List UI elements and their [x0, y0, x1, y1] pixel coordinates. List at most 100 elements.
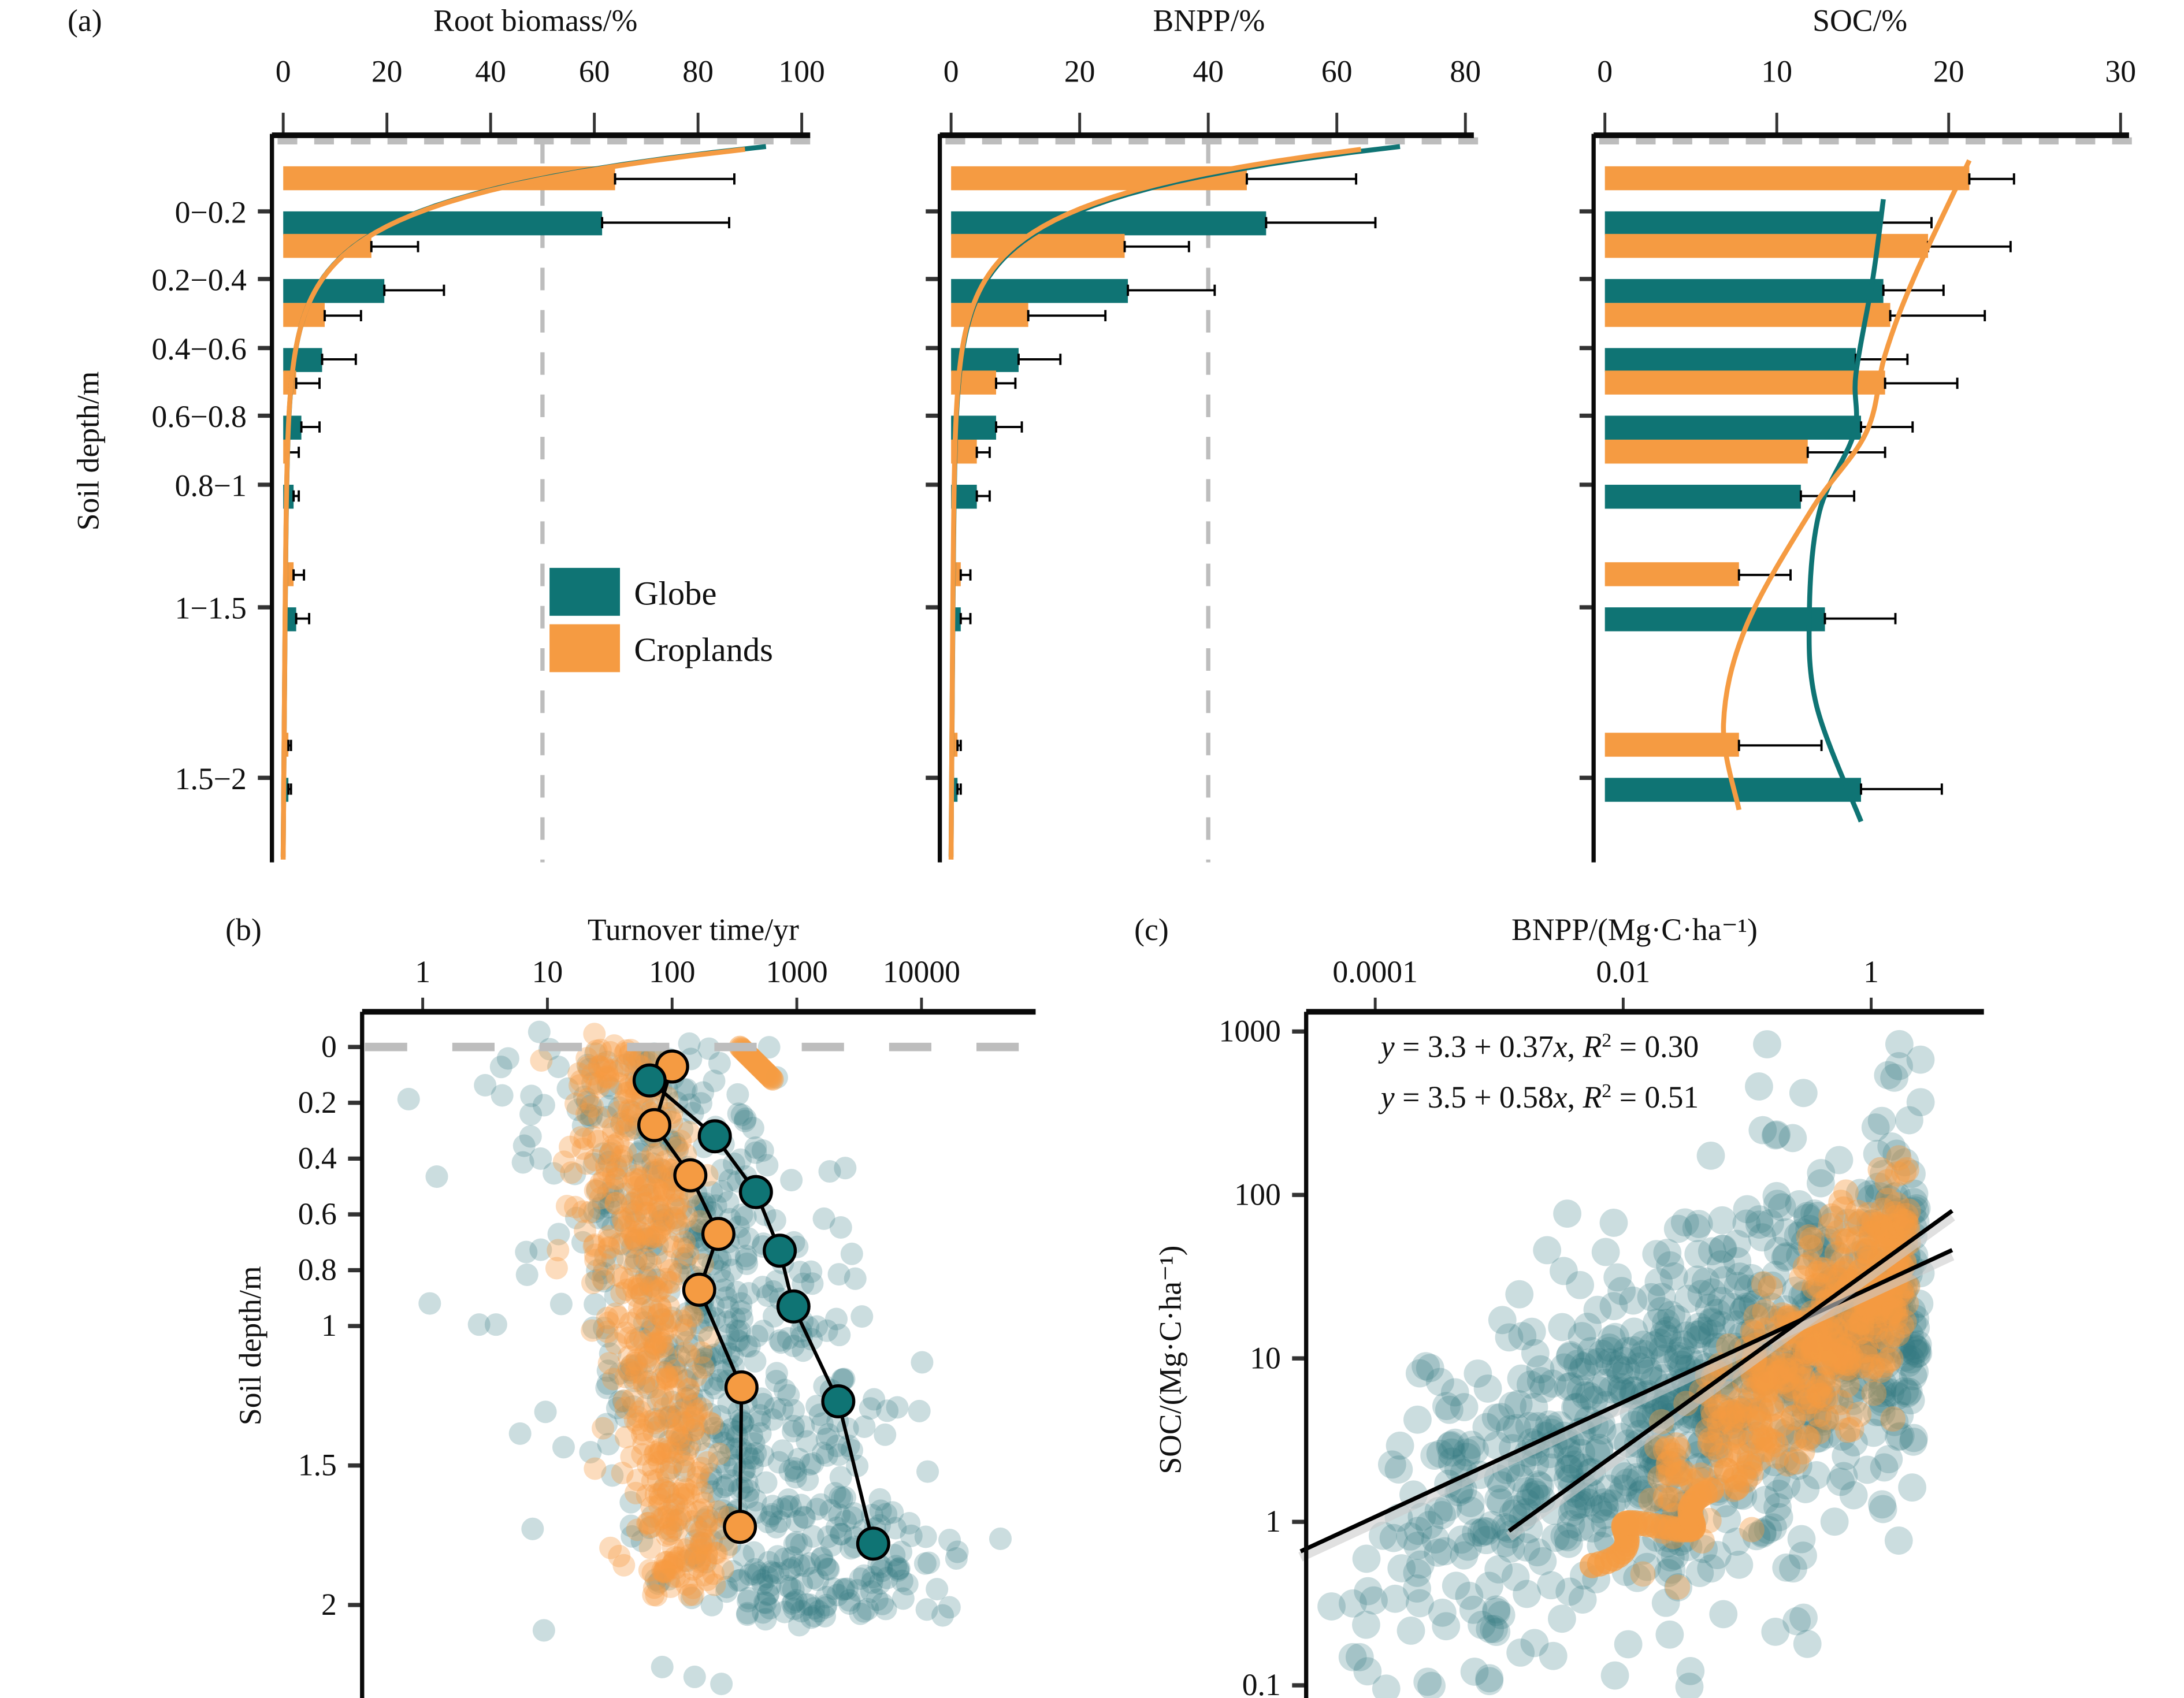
globe-observation: [1708, 1206, 1737, 1235]
globe-observation: [601, 1247, 624, 1270]
globe-observation: [1554, 1454, 1583, 1483]
croplands-observation: [1880, 1212, 1905, 1238]
globe-observation: [1810, 1359, 1839, 1388]
globe-observation: [1648, 1431, 1676, 1459]
globe-observation: [1866, 1341, 1895, 1370]
globe-observation: [1765, 1503, 1793, 1532]
croplands-observation: [642, 1275, 666, 1298]
globe-observation: [761, 1495, 784, 1518]
globe-observation: [1685, 1559, 1714, 1587]
globe-observation: [1811, 1319, 1839, 1348]
croplands-observation: [1700, 1398, 1726, 1424]
globe-observation: [1585, 1433, 1614, 1462]
globe-observation: [673, 1459, 696, 1483]
croplands-observation: [602, 1163, 625, 1186]
croplands-observation: [1861, 1380, 1887, 1406]
globe-observation: [489, 1056, 512, 1079]
croplands-observation: [689, 1539, 712, 1562]
croplands-observation: [687, 1461, 710, 1484]
globe-observation: [651, 1159, 674, 1182]
globe-observation: [1880, 1368, 1908, 1397]
croplands-observation: [1630, 1561, 1656, 1587]
globe-observation: [1656, 1543, 1685, 1572]
croplands-observation: [642, 1515, 665, 1538]
croplands-observation: [1856, 1316, 1882, 1342]
y-tick-label: 0.4−0.6: [151, 332, 246, 366]
globe-observation: [1526, 1367, 1555, 1395]
croplands-observation: [1714, 1458, 1740, 1483]
globe-observation: [1774, 1372, 1802, 1400]
globe-observation: [1642, 1240, 1671, 1269]
globe-observation: [765, 1362, 788, 1385]
globe-observation: [1469, 1517, 1498, 1545]
mean-point-globe: [856, 1526, 890, 1561]
globe-observation: [708, 1451, 731, 1474]
globe-observation: [1737, 1425, 1766, 1454]
croplands-observation: [655, 1517, 678, 1540]
globe-observation: [842, 1502, 866, 1525]
croplands-observation: [1700, 1403, 1726, 1429]
globe-observation: [496, 1047, 519, 1070]
globe-observation: [815, 1585, 838, 1608]
globe-observation: [1807, 1379, 1836, 1408]
globe-observation: [1885, 1197, 1914, 1226]
croplands-observation: [604, 1191, 627, 1214]
globe-observation: [1566, 1270, 1595, 1299]
globe-observation: [782, 1420, 805, 1443]
globe-observation: [1823, 1313, 1852, 1342]
globe-observation: [1642, 1446, 1671, 1474]
globe-observation: [1610, 1462, 1639, 1491]
croplands-observation: [656, 1551, 679, 1574]
globe-observation: [633, 1311, 656, 1334]
globe-observation: [1703, 1431, 1732, 1459]
croplands-observation: [648, 1482, 671, 1505]
croplands-observation: [1828, 1389, 1854, 1415]
x-tick-label: 30: [2105, 54, 2136, 88]
globe-observation: [653, 1477, 676, 1500]
croplands-observation: [1743, 1303, 1769, 1329]
globe-observation: [615, 1053, 638, 1076]
globe-observation: [1353, 1657, 1382, 1686]
croplands-observation: [622, 1276, 645, 1299]
globe-observation: [1874, 1445, 1903, 1474]
croplands-observation: [1830, 1336, 1856, 1362]
globe-observation: [418, 1292, 441, 1315]
globe-observation: [1758, 1271, 1786, 1300]
globe-observation: [771, 1439, 794, 1462]
croplands-observation: [674, 1318, 697, 1342]
croplands-observation: [644, 1337, 667, 1361]
croplands-observation: [1800, 1333, 1826, 1359]
y-tick-label: 0.8: [298, 1253, 337, 1287]
globe-observation: [1895, 1106, 1923, 1135]
globe-observation: [875, 1503, 898, 1526]
globe-observation: [1619, 1286, 1647, 1315]
croplands-observation: [1719, 1399, 1745, 1425]
croplands-observation: [663, 1550, 686, 1573]
globe-observation: [515, 1263, 538, 1286]
globe-observation: [814, 1554, 837, 1577]
globe-observation: [665, 1405, 688, 1428]
globe-observation: [547, 1223, 570, 1246]
croplands-observation: [631, 1443, 654, 1466]
fit-curve-croplands: [1721, 159, 1972, 811]
equation-part: 2: [1602, 1080, 1611, 1102]
croplands-observation: [648, 1217, 671, 1240]
globe-observation: [711, 1180, 734, 1203]
croplands-observation: [651, 1307, 674, 1331]
globe-observation: [1455, 1581, 1484, 1610]
croplands-observation: [671, 1410, 694, 1433]
croplands-observation: [1697, 1431, 1723, 1457]
croplands-observation: [653, 1443, 676, 1466]
globe-observation: [776, 1574, 799, 1597]
globe-observation: [1901, 1313, 1930, 1342]
croplands-observation: [599, 1143, 622, 1166]
globe-observation: [1708, 1235, 1737, 1264]
globe-observation: [641, 1161, 664, 1184]
croplands-observation: [530, 1049, 553, 1072]
croplands-observation: [575, 1152, 598, 1175]
globe-observation: [1790, 1337, 1819, 1365]
globe-observation: [534, 1400, 557, 1424]
croplands-observation: [1889, 1207, 1914, 1233]
globe-observation: [833, 1577, 856, 1600]
globe-observation: [815, 1444, 838, 1467]
